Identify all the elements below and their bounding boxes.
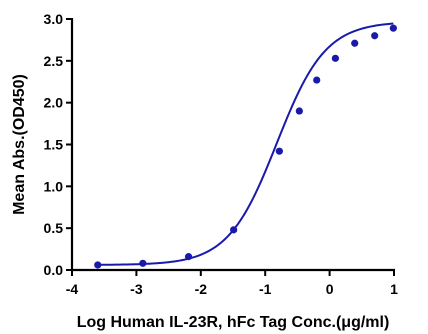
data-point <box>295 107 303 115</box>
x-tick-label: -4 <box>66 281 79 297</box>
data-point <box>351 39 359 47</box>
x-tick-label: 1 <box>390 281 398 297</box>
fitted-curve <box>97 22 394 266</box>
x-tick-label: -2 <box>195 281 208 297</box>
y-tick-label: 2.0 <box>44 95 64 111</box>
y-tick-label: 2.5 <box>44 53 64 69</box>
y-tick-label: 1.5 <box>44 137 64 153</box>
x-tick-label: 0 <box>326 281 334 297</box>
data-point <box>139 259 147 267</box>
y-tick-label: 1.0 <box>44 178 64 194</box>
data-point <box>313 76 321 84</box>
x-axis-title: Log Human IL-23R, hFc Tag Conc.(μg/ml) <box>77 314 390 331</box>
data-point <box>184 253 193 261</box>
data-point <box>275 147 283 155</box>
data-point <box>230 226 238 234</box>
y-tick-label: 0.5 <box>44 220 64 236</box>
x-tick-label: -3 <box>130 281 143 297</box>
x-tick-label: -1 <box>259 281 272 297</box>
data-point <box>371 32 379 40</box>
data-point <box>94 261 102 269</box>
y-axis-title: Mean Abs.(OD450) <box>11 74 28 215</box>
y-tick-label: 0.0 <box>44 262 64 278</box>
y-axis-ticks: 0.0 0.5 1.0 1.5 2.0 2.5 3.0 <box>44 11 72 278</box>
y-tick-label: 3.0 <box>44 11 64 27</box>
data-point <box>389 24 397 32</box>
data-points <box>94 24 397 269</box>
x-axis-ticks: -4 -3 -2 -1 0 1 <box>66 270 398 297</box>
data-point <box>331 54 339 62</box>
